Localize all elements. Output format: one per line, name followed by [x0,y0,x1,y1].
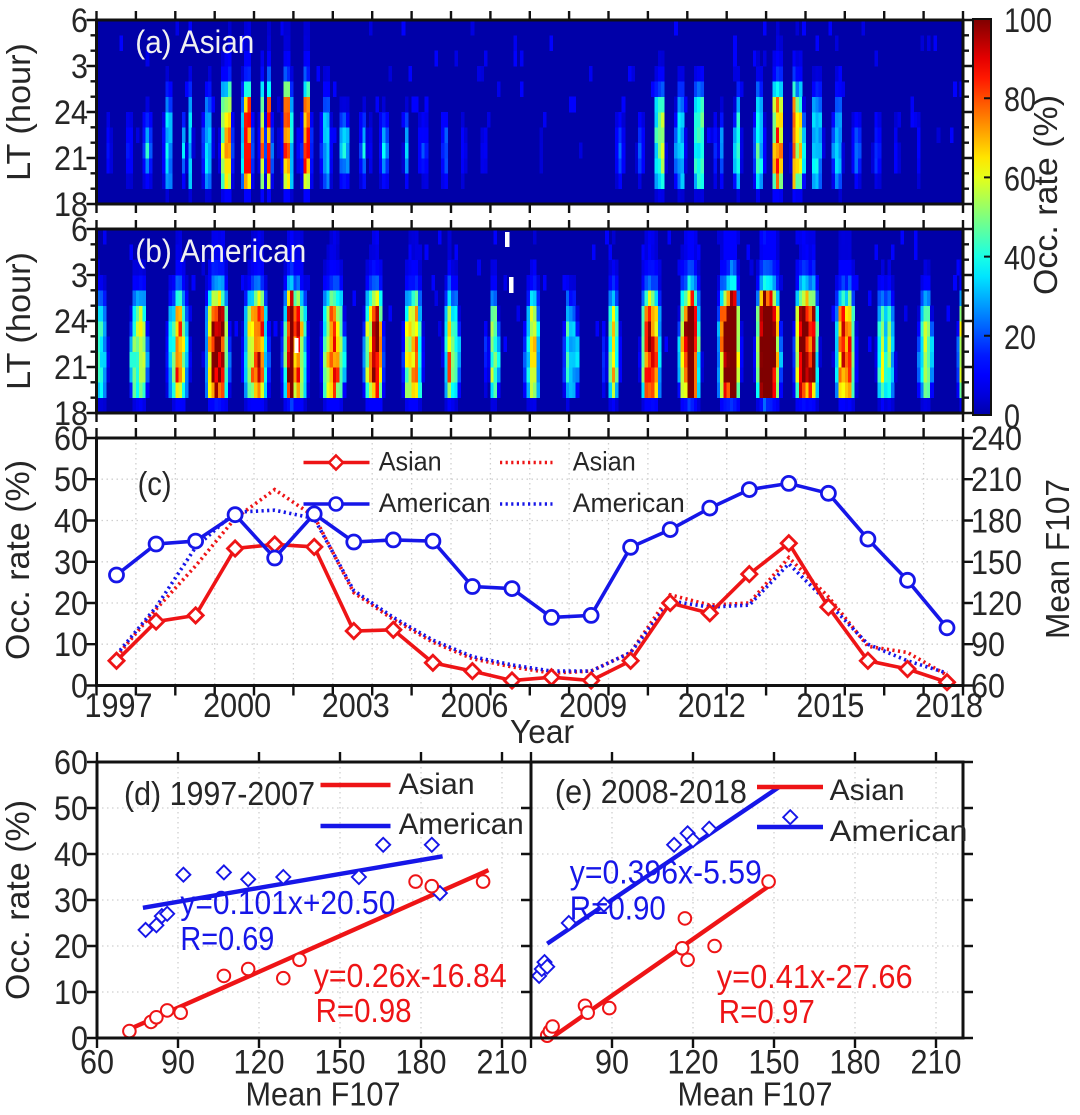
svg-text:210: 210 [911,1044,962,1082]
svg-text:210: 210 [477,1044,528,1082]
svg-text:Asian: Asian [830,774,905,807]
svg-text:60: 60 [1004,160,1036,198]
svg-text:Asian: Asian [573,447,636,477]
svg-text:180: 180 [396,1044,447,1082]
svg-text:30: 30 [54,544,88,582]
svg-text:240: 240 [971,420,1022,458]
svg-text:1997: 1997 [85,687,153,725]
svg-text:American: American [379,488,491,518]
svg-text:2012: 2012 [678,687,746,725]
svg-text:50: 50 [54,461,88,499]
svg-text:R=0.98: R=0.98 [316,992,412,1029]
svg-text:10: 10 [54,626,88,664]
svg-text:60: 60 [54,744,88,782]
svg-text:Mean F107: Mean F107 [1039,479,1076,639]
svg-text:0: 0 [71,668,88,706]
svg-text:60: 60 [971,668,1005,706]
svg-text:20: 20 [1004,319,1036,357]
svg-text:2000: 2000 [203,687,271,725]
svg-text:50: 50 [54,790,88,828]
svg-text:Year: Year [510,713,574,750]
svg-text:30: 30 [54,882,88,920]
svg-text:21: 21 [54,140,88,178]
svg-text:R=0.90: R=0.90 [570,890,666,927]
svg-text:180: 180 [830,1044,881,1082]
svg-text:40: 40 [54,503,88,541]
svg-text:(b) American: (b) American [135,233,306,269]
svg-text:150: 150 [971,544,1022,582]
svg-text:Asian: Asian [399,768,475,801]
svg-text:6: 6 [71,2,88,40]
svg-text:40: 40 [1004,240,1036,278]
svg-text:y=0.26x-16.84: y=0.26x-16.84 [314,957,507,994]
svg-text:2003: 2003 [322,687,390,725]
svg-text:10: 10 [54,974,88,1012]
svg-text:3: 3 [71,48,88,86]
svg-text:2018: 2018 [915,687,983,725]
svg-text:120: 120 [971,585,1022,623]
svg-text:Occ. rate (%): Occ. rate (%) [0,460,36,660]
svg-text:180: 180 [971,503,1022,541]
svg-text:100: 100 [1004,2,1052,40]
svg-text:150: 150 [315,1044,366,1082]
svg-text:0: 0 [1004,398,1020,436]
svg-text:20: 20 [54,928,88,966]
svg-text:90: 90 [971,626,1005,664]
svg-text:24: 24 [54,303,88,341]
svg-text:American: American [830,815,968,848]
svg-text:LT (hour): LT (hour) [0,252,37,390]
svg-text:21: 21 [54,349,88,387]
svg-text:6: 6 [71,211,88,249]
svg-text:LT (hour): LT (hour) [0,43,37,181]
svg-text:2009: 2009 [559,687,627,725]
svg-text:Mean F107: Mean F107 [246,1076,401,1113]
svg-text:18: 18 [54,186,88,224]
svg-text:R=0.97: R=0.97 [719,993,815,1030]
svg-text:American: American [399,808,524,841]
svg-text:(d) 1997-2007: (d) 1997-2007 [124,775,315,812]
svg-text:Occ. rate (%): Occ. rate (%) [1027,95,1064,295]
svg-text:20: 20 [54,585,88,623]
svg-text:80: 80 [1004,81,1036,119]
svg-text:Asian: Asian [379,447,442,477]
svg-text:American: American [573,488,685,518]
svg-text:60: 60 [80,1044,114,1082]
svg-text:0: 0 [71,1020,88,1058]
svg-text:(e) 2008-2018: (e) 2008-2018 [555,773,747,810]
svg-text:y=0.101x+20.50: y=0.101x+20.50 [180,884,395,921]
svg-text:120: 120 [234,1044,285,1082]
svg-text:2006: 2006 [440,687,508,725]
svg-text:y=0.41x-27.66: y=0.41x-27.66 [717,958,913,995]
svg-text:40: 40 [54,836,88,874]
svg-text:y=0.396x-5.59: y=0.396x-5.59 [570,854,762,891]
svg-text:24: 24 [54,94,88,132]
svg-text:210: 210 [971,461,1022,499]
svg-text:R=0.69: R=0.69 [180,920,274,957]
svg-text:18: 18 [54,395,88,433]
svg-text:90: 90 [161,1044,195,1082]
svg-text:60: 60 [54,420,88,458]
svg-text:(c): (c) [138,465,172,502]
svg-text:150: 150 [749,1044,800,1082]
svg-text:3: 3 [71,257,88,295]
svg-text:(a) Asian: (a) Asian [135,24,254,60]
svg-text:Occ. rate (%): Occ. rate (%) [0,800,36,1000]
svg-text:2015: 2015 [796,687,864,725]
svg-text:120: 120 [668,1044,719,1082]
svg-text:Mean F107: Mean F107 [678,1076,833,1113]
svg-text:90: 90 [595,1044,629,1082]
